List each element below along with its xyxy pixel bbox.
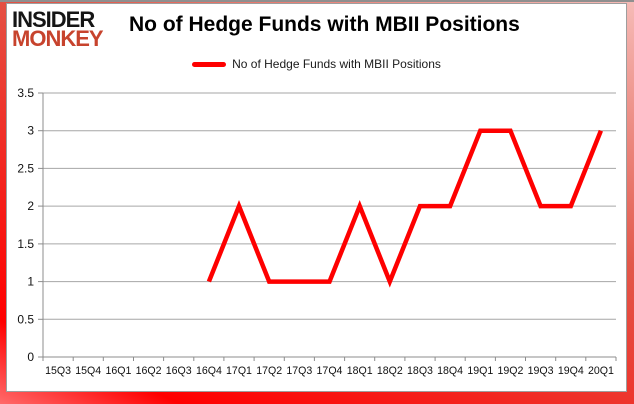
svg-text:16Q2: 16Q2 — [136, 365, 162, 377]
svg-text:15Q3: 15Q3 — [45, 365, 71, 377]
legend-line-swatch — [192, 61, 227, 67]
svg-text:15Q4: 15Q4 — [75, 365, 101, 377]
svg-text:0: 0 — [27, 350, 34, 364]
y-axis-ticks — [38, 92, 43, 358]
svg-text:19Q1: 19Q1 — [467, 365, 493, 377]
svg-text:16Q1: 16Q1 — [105, 365, 131, 377]
y-axis-labels: 0 0.5 1 1.5 2 2.5 3 3.5 — [17, 86, 34, 364]
logo-line-monkey: MONKEY — [12, 26, 104, 51]
svg-text:17Q4: 17Q4 — [317, 365, 343, 377]
svg-text:1: 1 — [27, 275, 34, 289]
svg-text:17Q3: 17Q3 — [286, 365, 312, 377]
chart-card: INSIDER MONKEY No of Hedge Funds with MB… — [6, 3, 627, 392]
x-axis-labels: 15Q3 15Q4 16Q1 16Q2 16Q3 16Q4 17Q1 17Q2 17Q3 17Q4… — [45, 365, 614, 377]
svg-text:3.5: 3.5 — [17, 86, 34, 100]
svg-text:3: 3 — [27, 124, 34, 138]
series-line — [206, 128, 603, 288]
svg-text:19Q3: 19Q3 — [528, 365, 554, 377]
svg-text:19Q2: 19Q2 — [497, 365, 523, 377]
page-title: No of Hedge Funds with MBII Positions — [129, 13, 520, 36]
svg-text:18Q2: 18Q2 — [377, 365, 403, 377]
logo-line-insider: INSIDER — [12, 7, 95, 32]
legend-label: No of Hedge Funds with MBII Positions — [232, 57, 441, 71]
svg-text:17Q2: 17Q2 — [256, 365, 282, 377]
svg-text:17Q1: 17Q1 — [226, 365, 252, 377]
svg-text:1.5: 1.5 — [17, 237, 34, 251]
line-chart-plot: 0 0.5 1 1.5 2 2.5 3 3.5 15Q3 15Q4 16Q1 16Q2 16Q3 16Q4… — [17, 86, 617, 377]
insider-monkey-logo: INSIDER MONKEY — [12, 7, 104, 51]
svg-text:16Q4: 16Q4 — [196, 365, 222, 377]
svg-text:18Q1: 18Q1 — [347, 365, 373, 377]
svg-text:16Q3: 16Q3 — [166, 365, 192, 377]
svg-text:18Q3: 18Q3 — [407, 365, 433, 377]
svg-text:2: 2 — [27, 199, 34, 213]
svg-text:18Q4: 18Q4 — [437, 365, 463, 377]
svg-text:19Q4: 19Q4 — [558, 365, 584, 377]
gridlines — [43, 92, 616, 320]
svg-text:0.5: 0.5 — [17, 312, 34, 326]
svg-text:20Q1: 20Q1 — [588, 365, 614, 377]
x-axis-ticks — [42, 357, 617, 361]
svg-text:2.5: 2.5 — [17, 161, 34, 175]
chart-legend: No of Hedge Funds with MBII Positions — [7, 57, 626, 71]
